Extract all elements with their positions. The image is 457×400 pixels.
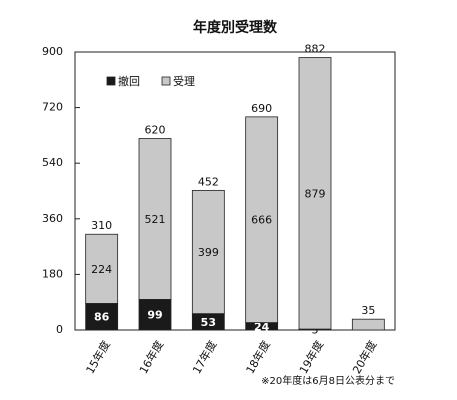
value-label: 666 (251, 214, 272, 227)
value-label: 24 (254, 320, 270, 333)
value-label: 86 (94, 311, 110, 324)
y-tick-label: 360 (42, 212, 63, 225)
chart-title: 年度別受理数 (193, 19, 278, 36)
y-tick-label: 900 (42, 45, 63, 58)
legend-label: 受理 (173, 75, 195, 88)
plot-frame (74, 51, 396, 331)
legend-swatch (161, 76, 171, 86)
y-tick-label: 0 (56, 323, 63, 336)
legend-swatch (106, 76, 116, 86)
value-label: 879 (305, 187, 326, 200)
total-label: 452 (198, 175, 219, 188)
value-label: 99 (147, 309, 162, 322)
value-label: 53 (201, 316, 216, 329)
total-label: 620 (145, 123, 166, 136)
value-label: 521 (145, 213, 166, 226)
bar-segment (85, 233, 119, 304)
y-tick-label: 720 (42, 101, 63, 114)
bar-segment (298, 57, 332, 330)
x-tick-label: 16年度 (136, 338, 166, 376)
y-tick-label: 540 (42, 156, 63, 169)
bar-segment (138, 138, 172, 300)
bar-segment (138, 299, 172, 331)
x-tick-label: 18年度 (243, 338, 273, 376)
value-label: 224 (91, 263, 112, 276)
x-tick-label: 19年度 (296, 338, 326, 376)
bar-segment (245, 116, 279, 323)
y-tick-label: 180 (42, 267, 63, 280)
total-label: 882 (305, 43, 326, 56)
x-tick-label: 20年度 (349, 338, 379, 376)
total-label: 690 (251, 102, 272, 115)
legend-label: 撤回 (118, 74, 140, 88)
total-label: 310 (91, 219, 112, 232)
bar-segment (351, 318, 385, 331)
value-label: 399 (198, 246, 219, 259)
bar-segment (191, 189, 225, 315)
footnote: ※20年度は6月8日公表分まで (261, 374, 395, 387)
total-label: 35 (361, 304, 375, 317)
x-tick-label: 15年度 (83, 338, 113, 376)
x-tick-label: 17年度 (189, 338, 219, 376)
value-label: 3 (312, 324, 319, 337)
